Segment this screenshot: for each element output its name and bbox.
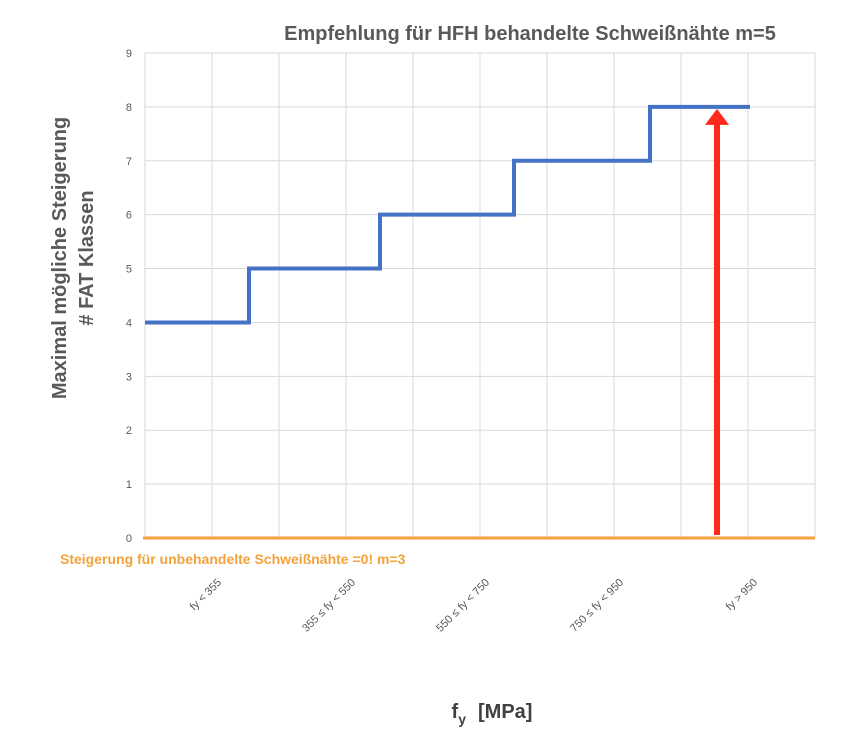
x-tick-label: 550 ≤ fy < 750 (434, 577, 492, 635)
y-tick-label: 6 (126, 210, 132, 222)
x-axis-label-main: f (452, 701, 459, 723)
y-tick-labels: 0 1 2 3 4 5 6 7 8 9 (126, 48, 132, 545)
y-axis-label-line2: # FAT Klassen (76, 190, 98, 325)
x-axis-label: fy [MPa] (452, 701, 533, 727)
y-axis-label-line1: Maximal mögliche Steigerung (49, 117, 71, 399)
y-tick-label: 8 (126, 102, 132, 114)
y-tick-label: 2 (126, 425, 132, 437)
y-tick-label: 0 (126, 533, 132, 545)
baseline-annotation: Steigerung für unbehandelte Schweißnähte… (60, 551, 406, 567)
x-axis-label-unit: [MPa] (478, 701, 532, 723)
y-tick-label: 1 (126, 479, 132, 491)
x-tick-label: fy < 355 (188, 577, 224, 613)
y-tick-label: 9 (126, 48, 132, 60)
x-tick-label: fy > 950 (724, 577, 760, 613)
x-tick-label: 355 ≤ fy < 550 (300, 577, 358, 635)
y-tick-label: 5 (126, 264, 132, 276)
y-tick-label: 3 (126, 371, 132, 383)
y-tick-label: 7 (126, 156, 132, 168)
x-tick-labels: fy < 355 355 ≤ fy < 550 550 ≤ fy < 750 750 … (188, 577, 760, 635)
chart-title: Empfehlung für HFH behandelte Schweißnäh… (284, 23, 776, 45)
y-tick-label: 4 (126, 317, 132, 329)
x-axis-label-sub: y (458, 711, 466, 727)
series-layer (143, 104, 815, 540)
step-series-line (145, 104, 750, 325)
arrow-head (705, 108, 729, 125)
y-axis-label-group: Maximal mögliche Steigerung # FAT Klasse… (49, 117, 98, 399)
x-tick-label: 750 ≤ fy < 950 (568, 577, 626, 635)
